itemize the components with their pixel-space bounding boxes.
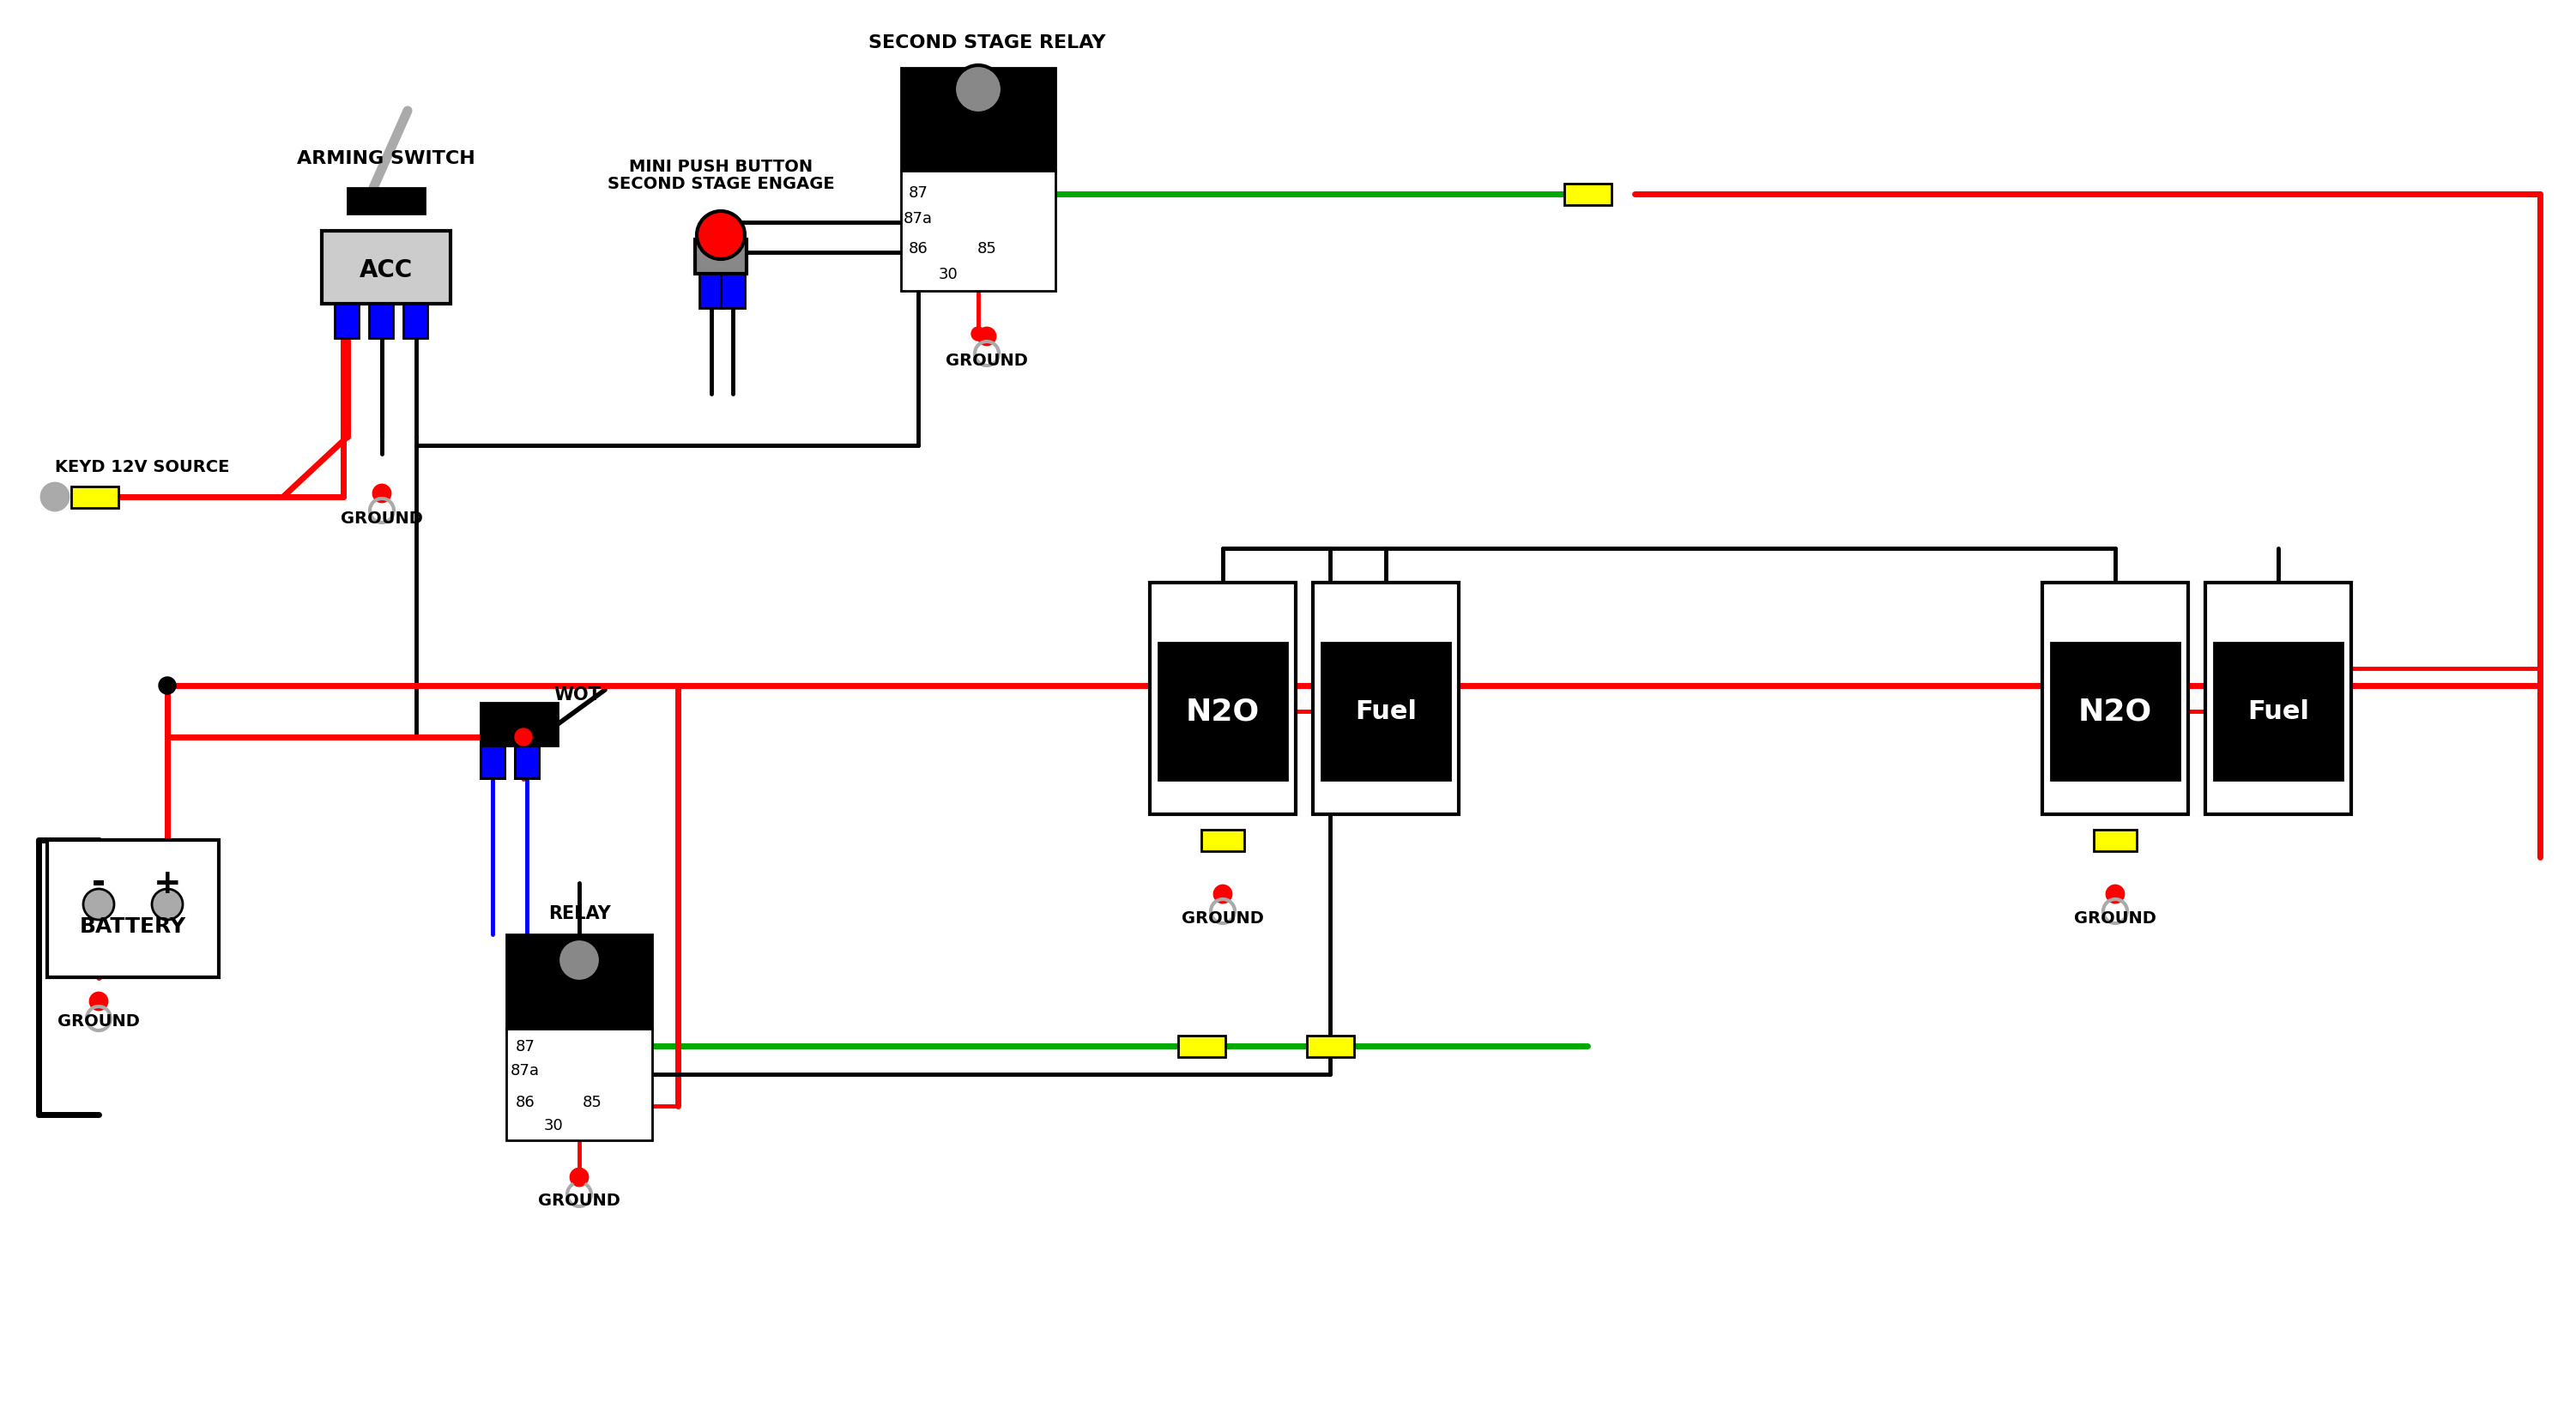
Text: GROUND: GROUND [538,1193,621,1208]
Bar [902,172,1056,291]
Text: RELAY: RELAY [549,905,611,922]
Bar [2043,584,2187,815]
Text: SECOND STAGE ENGAGE: SECOND STAGE ENGAGE [608,176,835,193]
Circle shape [515,728,533,746]
Text: SECOND STAGE RELAY: SECOND STAGE RELAY [868,34,1105,51]
Bar [335,304,358,339]
Bar [1306,1035,1355,1058]
Bar [698,274,724,308]
Text: 87: 87 [909,185,927,200]
Bar [2094,831,2136,852]
Bar [72,487,118,508]
Text: KEYD 12V SOURCE: KEYD 12V SOURCE [54,459,229,476]
Text: GROUND: GROUND [1182,909,1265,926]
Circle shape [572,1169,587,1186]
Text: +: + [155,868,180,899]
Bar [1321,643,1450,781]
Text: Fuel: Fuel [2246,699,2308,724]
Text: Fuel: Fuel [1355,699,1417,724]
Bar [46,841,219,977]
Bar [2213,643,2342,781]
Text: MINI PUSH BUTTON: MINI PUSH BUTTON [629,159,811,175]
Text: 86: 86 [515,1095,536,1109]
Bar [1177,1035,1226,1058]
Circle shape [90,993,108,1010]
Text: ACC: ACC [361,258,412,283]
Bar [2205,584,2352,815]
Text: GROUND: GROUND [340,511,422,527]
Bar [696,240,747,274]
Bar [1564,185,1613,206]
Text: BATTERY: BATTERY [80,916,185,936]
Bar [507,934,652,1030]
Circle shape [971,328,984,341]
Bar [2050,643,2179,781]
Circle shape [152,889,183,920]
Bar [322,231,451,304]
Circle shape [1213,886,1231,903]
Bar [482,746,505,778]
Text: 87a: 87a [904,212,933,226]
Circle shape [160,677,175,694]
Text: 30: 30 [544,1118,564,1133]
Text: ARMING SWITCH: ARMING SWITCH [296,151,477,168]
Circle shape [2107,886,2123,903]
Circle shape [979,328,994,345]
Text: 86: 86 [909,241,927,257]
Text: 85: 85 [976,241,997,257]
Text: WOT: WOT [554,686,600,703]
Bar [482,703,559,746]
Text: -: - [93,868,106,899]
Bar [348,189,425,214]
Bar [515,746,538,778]
Bar [482,746,505,778]
Bar [721,274,744,308]
Bar [902,68,1056,172]
Circle shape [82,889,113,920]
Text: GROUND: GROUND [945,352,1028,368]
Circle shape [559,939,600,981]
Bar [507,1030,652,1140]
Text: 87a: 87a [510,1062,541,1078]
Text: 85: 85 [582,1095,603,1109]
Bar [1149,584,1296,815]
Text: N2O: N2O [2079,697,2151,726]
Circle shape [41,484,70,511]
Circle shape [696,212,744,260]
Circle shape [953,65,1002,114]
Bar [1314,584,1458,815]
Bar [1159,643,1288,781]
Bar [1200,831,1244,852]
Circle shape [572,1172,587,1186]
Bar [368,304,394,339]
Text: GROUND: GROUND [2074,909,2156,926]
Bar [404,304,428,339]
Text: 30: 30 [938,267,958,283]
Bar [515,746,538,778]
Circle shape [374,486,392,503]
Text: GROUND: GROUND [57,1012,139,1028]
Text: 87: 87 [515,1038,536,1054]
Text: N2O: N2O [1185,697,1260,726]
